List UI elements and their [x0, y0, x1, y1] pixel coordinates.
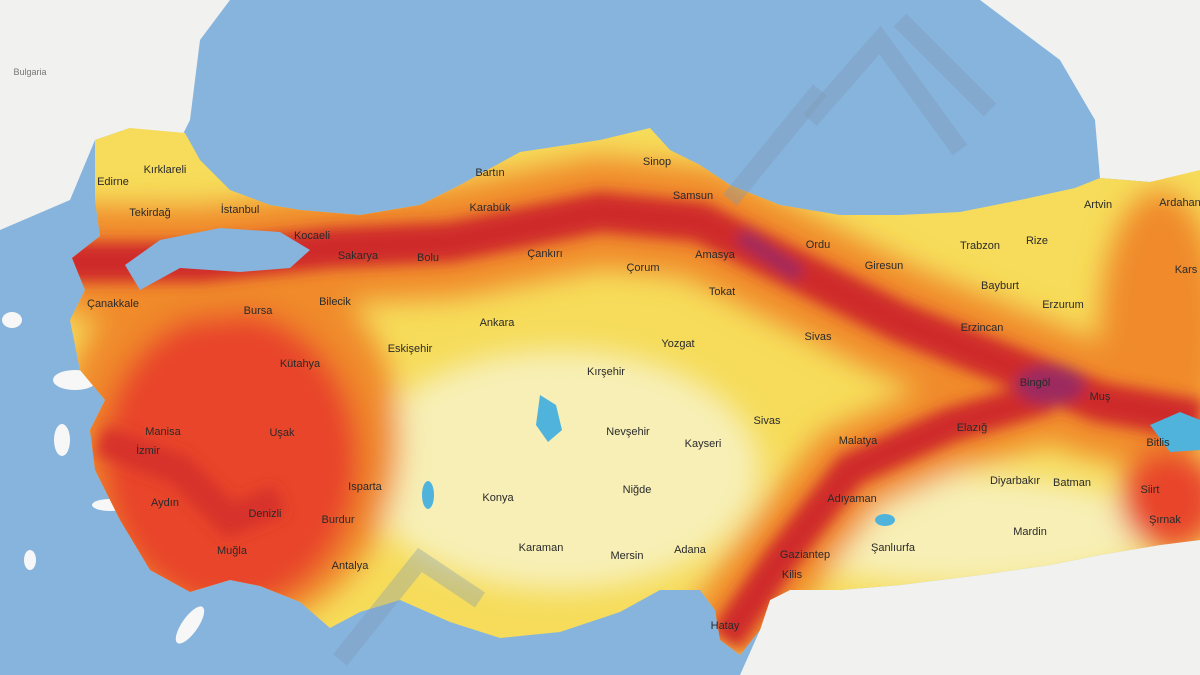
province-label: Bilecik [319, 296, 351, 308]
province-label: Gaziantep [780, 549, 830, 561]
province-label: Erzurum [1042, 299, 1084, 311]
beysehir-lake [422, 481, 434, 509]
province-label: Trabzon [960, 240, 1000, 252]
province-label: Şanlıurfa [871, 542, 916, 554]
tuz-lake [536, 395, 562, 442]
province-label: Hatay [711, 620, 740, 632]
bulgaria-land [0, 0, 230, 230]
province-label: Bartın [475, 167, 504, 179]
province-label: Uşak [269, 427, 295, 439]
watermark [332, 13, 997, 666]
province-label: Isparta [348, 481, 383, 493]
aegean-islands [2, 312, 205, 644]
province-label: Burdur [321, 514, 354, 526]
province-label: Bingöl [1020, 377, 1051, 389]
province-label: Mardin [1013, 526, 1047, 538]
province-label: Elazığ [957, 422, 988, 434]
province-labels: Edirne Kırklareli Tekirdağ İstanbul Koca… [87, 156, 1200, 632]
province-label: İzmir [136, 444, 160, 457]
province-label: Yozgat [661, 338, 694, 350]
province-label: Niğde [623, 484, 652, 496]
province-label: Bayburt [981, 280, 1019, 292]
province-label: Kütahya [280, 358, 321, 370]
ataturk-dam-lake [875, 514, 895, 526]
province-label: Batman [1053, 477, 1091, 489]
province-label: Sivas [754, 415, 781, 427]
province-label: Çankırı [527, 248, 562, 260]
province-label: Denizli [248, 508, 281, 520]
province-label: Amasya [695, 249, 736, 261]
syria-land [740, 540, 1200, 675]
province-label: Kocaeli [294, 230, 330, 242]
province-label: Nevşehir [606, 426, 650, 438]
province-label: Diyarbakır [990, 475, 1040, 487]
province-label: Sivas [805, 331, 832, 343]
province-label: Eskişehir [388, 343, 433, 355]
province-label: Mersin [610, 550, 643, 562]
country-label: Bulgaria [13, 67, 46, 77]
province-label: Edirne [97, 176, 129, 188]
province-label: Aydın [151, 497, 179, 509]
province-label: Adana [674, 544, 707, 556]
province-label: Kayseri [685, 438, 722, 450]
marmara-sea [125, 228, 310, 290]
province-label: Malatya [839, 435, 878, 447]
province-label: Kars [1175, 264, 1198, 276]
province-label: Samsun [673, 190, 713, 202]
province-label: Şırnak [1149, 514, 1181, 526]
province-label: Antalya [332, 560, 370, 572]
province-label: Kilis [782, 569, 803, 581]
province-label: Siirt [1141, 484, 1160, 496]
province-label: Sakarya [338, 250, 379, 262]
georgia-land [980, 0, 1200, 182]
province-label: Erzincan [961, 322, 1004, 334]
province-label: Artvin [1084, 199, 1112, 211]
province-label: Muğla [217, 545, 248, 557]
province-label: Adıyaman [827, 493, 877, 505]
province-label: İstanbul [221, 203, 260, 216]
province-label: Karaman [519, 542, 564, 554]
province-label: Kırşehir [587, 366, 625, 378]
province-label: Kırklareli [144, 164, 187, 176]
province-label: Tekirdağ [129, 207, 171, 219]
province-label: Ardahan [1159, 197, 1200, 209]
province-label: Bitlis [1146, 437, 1170, 449]
province-label: Karabük [470, 202, 511, 214]
province-label: Ankara [480, 317, 516, 329]
province-label: Manisa [145, 426, 181, 438]
province-label: Muş [1090, 391, 1111, 403]
province-label: Bolu [417, 252, 439, 264]
province-label: Çorum [626, 262, 659, 274]
province-label: Bursa [244, 305, 274, 317]
province-label: Konya [482, 492, 514, 504]
van-lake [1150, 412, 1200, 452]
province-label: Ordu [806, 239, 830, 251]
province-label: Çanakkale [87, 298, 139, 310]
province-label: Sinop [643, 156, 671, 168]
province-label: Giresun [865, 260, 904, 272]
province-label: Rize [1026, 235, 1048, 247]
province-label: Tokat [709, 286, 735, 298]
